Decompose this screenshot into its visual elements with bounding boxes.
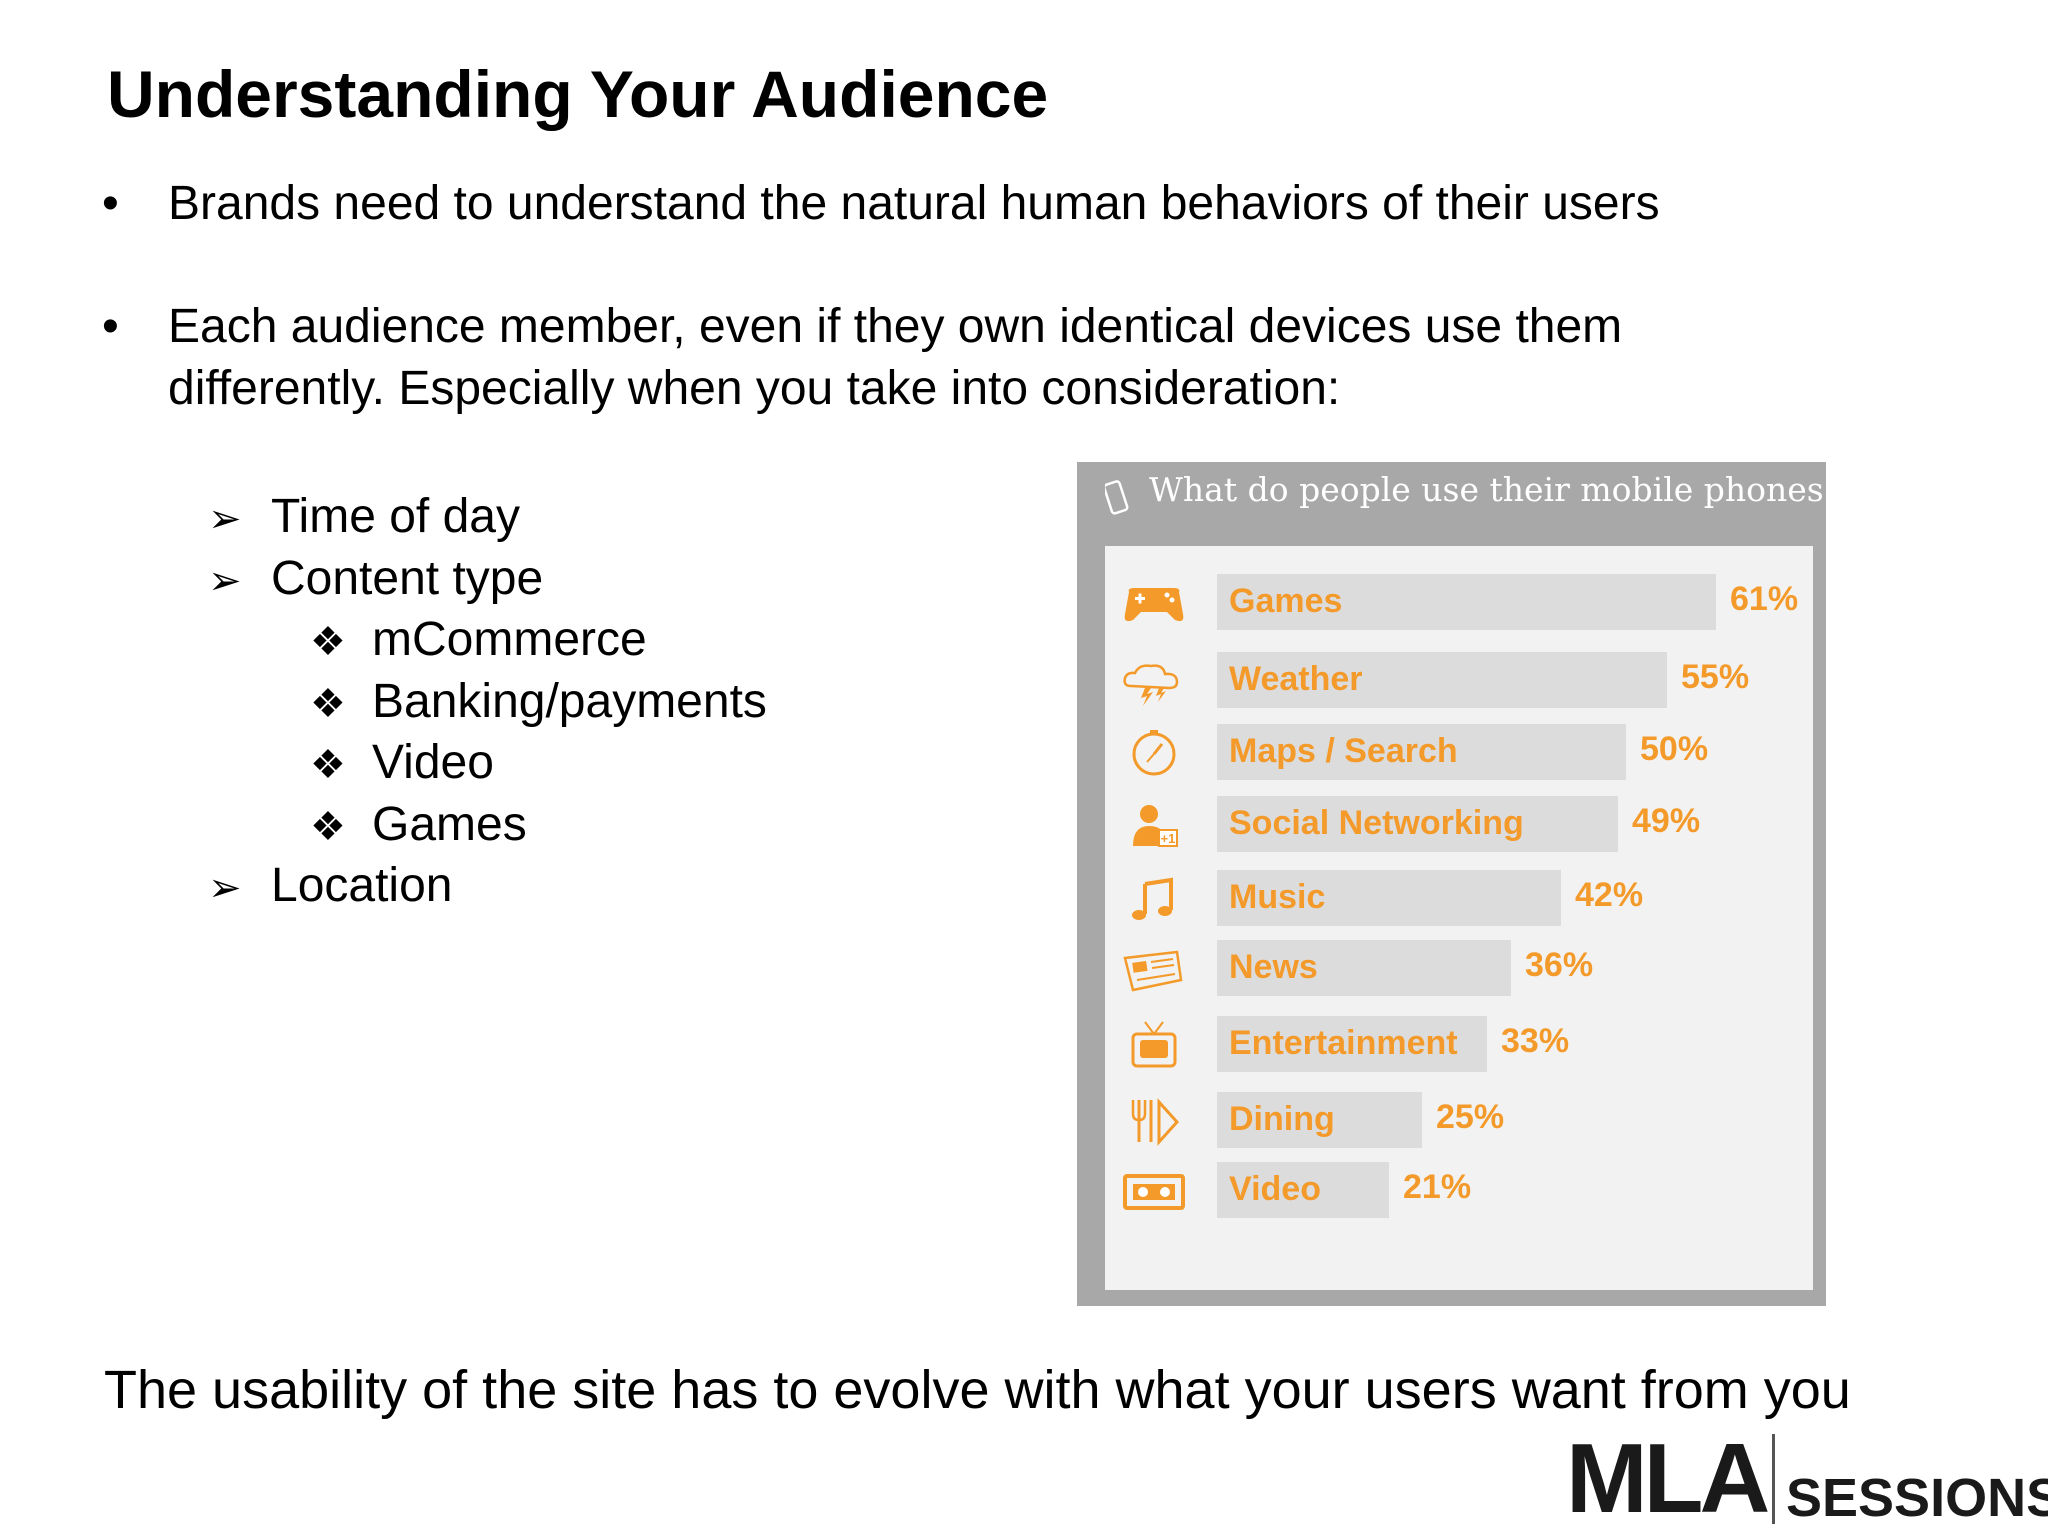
infographic-header: What do people use their mobile phones f… xyxy=(1077,462,1826,524)
chart-value-label: 55% xyxy=(1681,658,1750,696)
arrow-icon: ➢ xyxy=(208,866,242,910)
chart-bar xyxy=(1217,724,1626,780)
tv-icon xyxy=(1131,1021,1177,1068)
chart-row: Dining 25% xyxy=(1105,1092,1813,1148)
chart-row: Music 42% xyxy=(1105,870,1813,926)
chart-bar xyxy=(1217,1162,1389,1218)
chart-row: News 36% xyxy=(1105,940,1813,996)
chart-category-label: Games xyxy=(1229,582,1343,620)
sub-item-label: Content type xyxy=(271,552,544,605)
logo-divider xyxy=(1772,1434,1775,1524)
sub-item-label: Banking/payments xyxy=(372,675,767,728)
chart-value-label: 61% xyxy=(1730,580,1799,618)
diamond-icon: ❖ xyxy=(310,743,346,787)
chart-row: +1 Social Networking 49% xyxy=(1105,796,1813,852)
mla-sessions-logo: MLA SESSIONS xyxy=(1566,1428,2048,1536)
chart-value-label: 21% xyxy=(1403,1168,1472,1206)
chart-bar xyxy=(1217,574,1716,630)
logo-mla-text: MLA xyxy=(1566,1423,1770,1533)
newspaper-icon xyxy=(1123,950,1183,992)
chart-row: Weather 55% xyxy=(1105,652,1813,708)
chart-category-label: Video xyxy=(1229,1170,1321,1208)
bullet-marker: • xyxy=(102,177,119,230)
chart-row: Games 61% xyxy=(1105,574,1813,630)
slide-title: Understanding Your Audience xyxy=(107,57,1049,131)
bullet-text: Each audience member, even if they own i… xyxy=(168,300,1623,415)
chart-bar xyxy=(1217,1016,1487,1072)
chart-bar xyxy=(1217,652,1667,708)
arrow-icon: ➢ xyxy=(208,497,242,541)
video-icon xyxy=(1123,1174,1185,1210)
gamepad-icon xyxy=(1124,588,1184,622)
dining-icon xyxy=(1131,1098,1180,1146)
chart-row: Entertainment 33% xyxy=(1105,1016,1813,1072)
chart-category-label: Entertainment xyxy=(1229,1024,1458,1062)
sub-item-time-of-day: ➢ Time of day xyxy=(208,486,520,550)
chart-value-label: 42% xyxy=(1575,876,1644,914)
sub-item-mcommerce: ❖ mCommerce xyxy=(310,609,647,673)
bullet-text: Brands need to understand the natural hu… xyxy=(168,177,1660,230)
chart-category-label: Music xyxy=(1229,878,1326,916)
logo-sessions-text: SESSIONS xyxy=(1786,1468,2048,1528)
chart-value-label: 25% xyxy=(1436,1098,1505,1136)
chart-category-label: Weather xyxy=(1229,660,1363,698)
mobile-usage-infographic: What do people use their mobile phones f… xyxy=(1077,462,1826,1306)
chart-bar xyxy=(1217,1092,1422,1148)
sub-item-video: ❖ Video xyxy=(310,732,494,796)
social-icon: +1 xyxy=(1133,805,1178,847)
sub-item-games: ❖ Games xyxy=(310,794,527,858)
phone-icon xyxy=(1105,480,1129,515)
chart-value-label: 33% xyxy=(1501,1022,1570,1060)
sub-item-location: ➢ Location xyxy=(208,855,452,919)
chart-value-label: 49% xyxy=(1632,802,1701,840)
chart-value-label: 36% xyxy=(1525,946,1594,984)
chart-bar xyxy=(1217,870,1561,926)
chart-bar xyxy=(1217,940,1511,996)
chart-category-label: Social Networking xyxy=(1229,804,1524,842)
footer-statement: The usability of the site has to evolve … xyxy=(104,1360,1851,1420)
infographic-title: What do people use their mobile phones f… xyxy=(1149,470,1826,509)
sub-item-label: Location xyxy=(271,859,453,912)
sub-item-label: Time of day xyxy=(271,490,520,543)
chart-row: Video 21% xyxy=(1105,1162,1813,1218)
music-icon xyxy=(1132,877,1173,920)
chart-row: Maps / Search 50% xyxy=(1105,724,1813,780)
chart-value-label: 50% xyxy=(1640,730,1709,768)
svg-text:+1: +1 xyxy=(1161,831,1176,846)
diamond-icon: ❖ xyxy=(310,620,346,664)
chart-bar xyxy=(1217,796,1618,852)
chart-category-label: News xyxy=(1229,948,1318,986)
sub-item-label: Games xyxy=(372,798,527,851)
arrow-icon: ➢ xyxy=(208,559,242,603)
sub-item-label: Video xyxy=(372,736,494,789)
sub-item-banking: ❖ Banking/payments xyxy=(310,671,767,735)
sub-item-content-type: ➢ Content type xyxy=(208,548,543,612)
chart-category-label: Dining xyxy=(1229,1100,1335,1138)
compass-icon xyxy=(1132,730,1176,776)
chart-category-label: Maps / Search xyxy=(1229,732,1458,770)
diamond-icon: ❖ xyxy=(310,805,346,849)
sub-item-label: mCommerce xyxy=(372,613,647,666)
weather-icon xyxy=(1123,664,1179,706)
bullet-marker: • xyxy=(102,300,119,353)
diamond-icon: ❖ xyxy=(310,682,346,726)
infographic-chart: Games 61% Weather 55% Maps / Search 50% +1 Soci… xyxy=(1105,546,1813,1290)
